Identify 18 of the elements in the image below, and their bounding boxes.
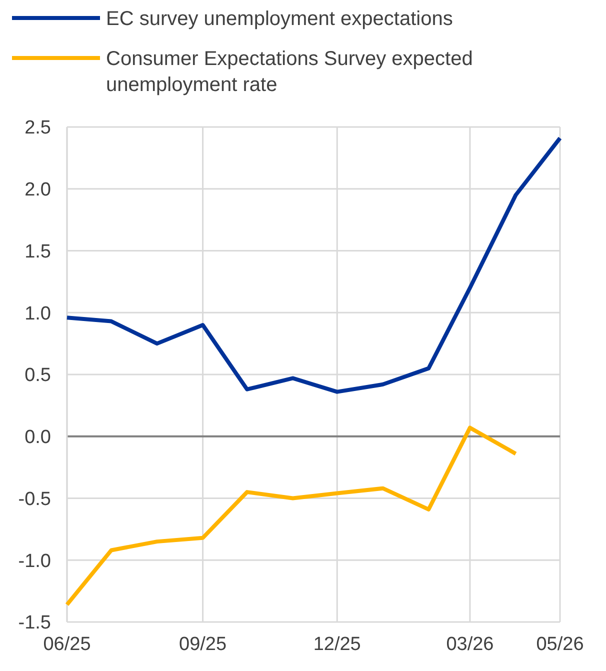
y-tick-label: 0.0 bbox=[24, 427, 51, 448]
x-tick-label: 05/26 bbox=[536, 634, 584, 655]
x-tick-label: 06/25 bbox=[43, 634, 91, 655]
y-tick-label: -1.5 bbox=[18, 612, 51, 634]
y-tick-label: -1.0 bbox=[18, 550, 51, 572]
y-tick-label: 2.0 bbox=[24, 180, 51, 201]
x-tick-label: 12/25 bbox=[313, 634, 361, 655]
x-tick-label: 09/25 bbox=[179, 634, 227, 655]
line-series bbox=[65, 426, 518, 607]
y-tick-label: 1.0 bbox=[24, 303, 51, 324]
legend-label: Consumer Expectations Survey expected unemployment rate bbox=[106, 48, 473, 96]
y-tick-label: -0.5 bbox=[18, 488, 51, 510]
y-tick-label: 2.5 bbox=[24, 118, 51, 139]
legend-label: EC survey unemployment expectations bbox=[106, 8, 453, 30]
x-tick-label: 03/26 bbox=[446, 634, 494, 655]
line-series bbox=[65, 136, 562, 394]
y-tick-label: 0.5 bbox=[24, 365, 51, 386]
y-tick-label: 1.5 bbox=[24, 241, 51, 262]
